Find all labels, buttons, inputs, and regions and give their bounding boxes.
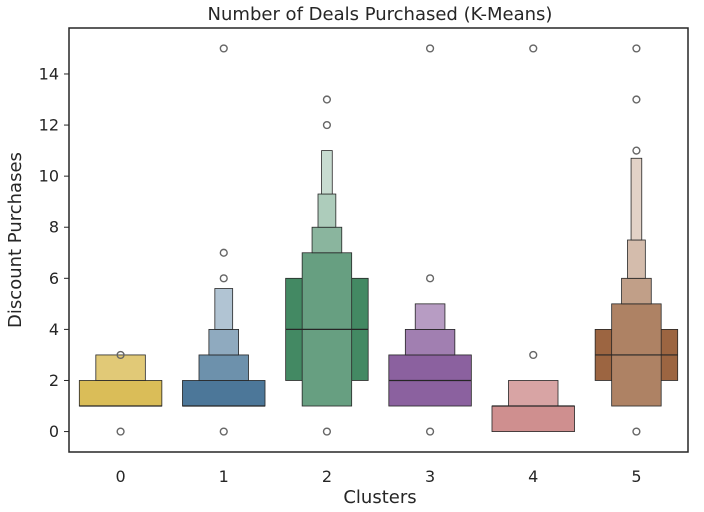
boxen-cluster-0 xyxy=(78,350,163,436)
boxen-level xyxy=(311,226,343,254)
y-tick-label: 10 xyxy=(39,167,59,186)
x-tick-label: 2 xyxy=(322,467,332,486)
outlier-point xyxy=(632,427,641,436)
x-axis-label: Clusters xyxy=(343,487,416,508)
boxen-cluster-4 xyxy=(491,44,575,432)
outlier-point xyxy=(425,427,435,436)
outlier-point xyxy=(219,274,228,283)
outlier-point xyxy=(116,427,125,436)
plot-frame xyxy=(68,27,689,453)
outlier-point xyxy=(219,44,228,53)
boxen-level xyxy=(208,328,240,356)
x-tick-label: 4 xyxy=(528,467,538,486)
y-tick-label: 0 xyxy=(49,422,59,441)
boxen-level xyxy=(627,239,646,279)
y-tick-label: 6 xyxy=(49,269,59,288)
boxen-level xyxy=(198,354,249,381)
boxen-level xyxy=(214,288,234,330)
boxen-level xyxy=(404,328,456,356)
y-tick-label: 14 xyxy=(39,64,59,83)
y-axis: 0 2 4 6 8 10 12 14 xyxy=(39,64,69,441)
outlier-point xyxy=(322,427,332,436)
boxen-cluster-3 xyxy=(388,44,472,436)
boxen-level xyxy=(630,157,643,241)
boxen-level xyxy=(414,303,446,330)
y-tick-label: 12 xyxy=(39,116,59,135)
boxen-level xyxy=(95,354,146,381)
boxen-level xyxy=(321,150,333,195)
y-tick-label: 2 xyxy=(49,371,59,390)
boxen-level xyxy=(182,380,266,407)
y-tick-label: 8 xyxy=(49,218,59,237)
boxen-level xyxy=(317,193,337,228)
boxen-cluster-1 xyxy=(182,44,266,436)
x-tick-label: 0 xyxy=(115,467,125,486)
outlier-point xyxy=(632,95,641,104)
outlier-point xyxy=(529,350,538,360)
outlier-point xyxy=(425,274,435,283)
plot-area xyxy=(78,44,679,436)
outlier-point xyxy=(322,95,332,104)
x-tick-label: 1 xyxy=(219,467,229,486)
x-tick-label: 5 xyxy=(631,467,641,486)
outlier-point xyxy=(425,44,435,53)
outlier-point xyxy=(529,44,538,53)
outlier-point xyxy=(219,248,228,257)
outlier-point xyxy=(322,120,332,130)
chart-title: Number of Deals Purchased (K-Means) xyxy=(208,4,553,25)
outlier-point xyxy=(219,427,228,436)
boxen-cluster-5 xyxy=(594,44,679,436)
outlier-point xyxy=(632,146,641,155)
x-tick-label: 3 xyxy=(425,467,435,486)
boxen-level xyxy=(508,380,559,407)
boxen-cluster-2 xyxy=(285,95,369,436)
boxen-level xyxy=(78,380,163,407)
boxen-level xyxy=(621,277,652,305)
y-axis-label: Discount Purchases xyxy=(5,152,26,328)
outlier-point xyxy=(116,350,125,360)
y-tick-label: 4 xyxy=(49,320,59,339)
x-axis: 0 1 2 3 4 5 xyxy=(115,467,641,486)
outlier-point xyxy=(632,44,641,53)
boxen-level xyxy=(491,405,575,432)
